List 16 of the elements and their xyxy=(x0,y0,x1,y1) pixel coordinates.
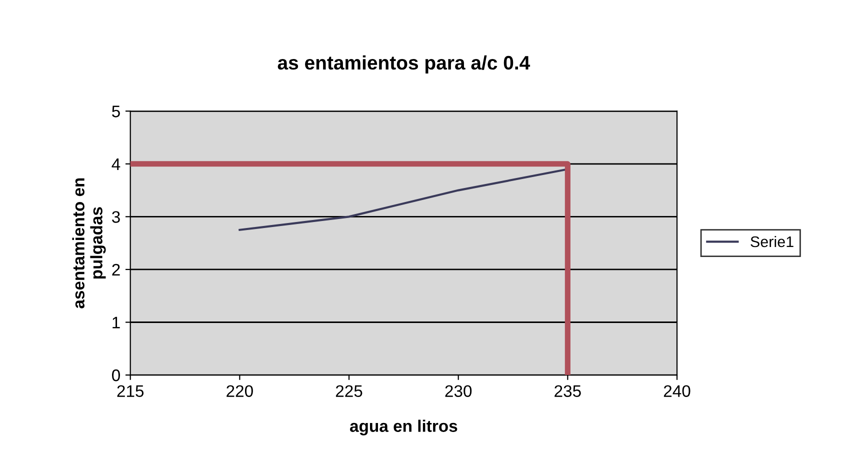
y-tick-label: 0 xyxy=(112,369,120,382)
x-axis-title: agua en litros xyxy=(350,420,458,436)
x-tick-label: 215 xyxy=(117,385,144,397)
y-tick-label: 5 xyxy=(112,106,120,118)
y-tick-label: 2 xyxy=(112,264,120,276)
y-tick-label: 1 xyxy=(112,316,120,328)
x-tick-label: 220 xyxy=(226,385,253,397)
x-tick-label: 240 xyxy=(664,385,690,397)
y-tick-label: 4 xyxy=(112,158,120,170)
legend-label: Serie1 xyxy=(750,236,794,248)
chart-title: as entamientos para a/c 0.4 xyxy=(278,55,530,74)
y-axis-title: asentamiento en pulgadas xyxy=(72,178,106,308)
y-tick-label: 3 xyxy=(112,211,120,223)
x-tick-label: 230 xyxy=(445,385,472,397)
x-tick-label: 225 xyxy=(336,385,362,397)
x-tick-label: 235 xyxy=(554,385,581,397)
